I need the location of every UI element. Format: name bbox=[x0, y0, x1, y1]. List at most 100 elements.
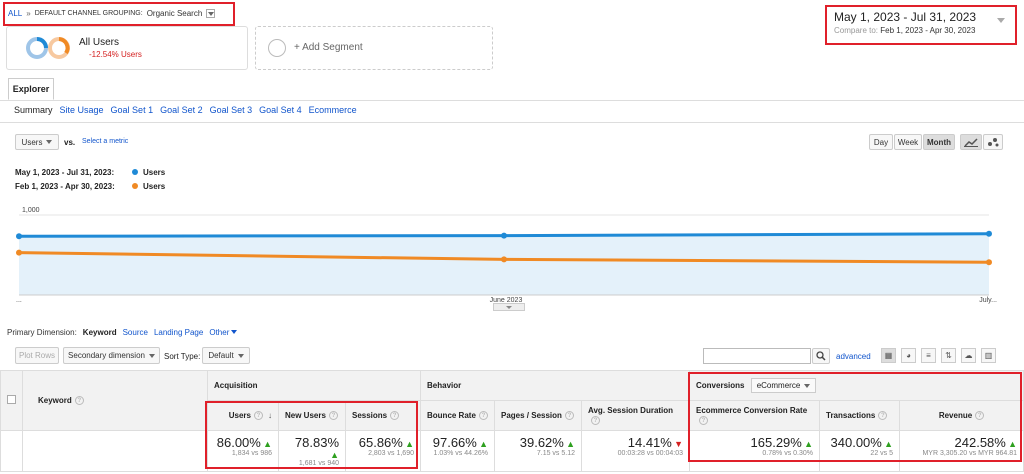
column-header-pages-session[interactable]: Pages / Session? bbox=[494, 400, 582, 431]
cloud-icon: ☁ bbox=[964, 351, 973, 360]
subtab-summary[interactable]: Summary bbox=[14, 105, 53, 115]
sort-arrow-icon: ↓ bbox=[268, 410, 272, 420]
advanced-filter-link[interactable]: advanced bbox=[836, 352, 871, 361]
chevron-down-icon bbox=[237, 353, 244, 358]
metric-cell-revenue: 242.58% ▲ MYR 3,305.20 vs MYR 964.81 bbox=[899, 430, 1024, 472]
bars-icon: ≡ bbox=[926, 351, 931, 360]
search-button[interactable] bbox=[812, 348, 830, 364]
conversions-select[interactable]: eCommerce bbox=[750, 378, 817, 393]
chevron-down-icon bbox=[804, 384, 811, 388]
pages-session-compare: 7.15 vs 5.12 bbox=[536, 450, 575, 457]
column-header-bounce-rate[interactable]: Bounce Rate? bbox=[420, 400, 495, 431]
subtab-goal-set-4[interactable]: Goal Set 4 bbox=[259, 105, 302, 115]
bounce-rate-compare: 1.03% vs 44.26% bbox=[433, 450, 488, 457]
dimension-other[interactable]: Other bbox=[209, 328, 230, 337]
column-header-ecommerce-conversion-rate[interactable]: Ecommerce Conversion Rate? bbox=[689, 400, 820, 431]
series-area-current bbox=[19, 233, 989, 295]
add-segment-button[interactable]: + Add Segment bbox=[255, 26, 493, 70]
subtab-goal-set-1[interactable]: Goal Set 1 bbox=[110, 105, 154, 115]
breadcrumb-all-link[interactable]: ALL bbox=[8, 9, 23, 18]
secondary-dimension-select[interactable]: Secondary dimension bbox=[63, 347, 160, 364]
subtab-goal-set-3[interactable]: Goal Set 3 bbox=[209, 105, 253, 115]
chart-collapse-handle[interactable] bbox=[493, 303, 525, 311]
bounce-rate-change: 97.66% bbox=[432, 435, 477, 450]
subtab-ecommerce[interactable]: Ecommerce bbox=[308, 105, 357, 115]
subtab-goal-set-2[interactable]: Goal Set 2 bbox=[160, 105, 203, 115]
motion-chart-button[interactable] bbox=[983, 134, 1003, 150]
users-line-chart: 1,000500...June 2023July... bbox=[16, 207, 997, 304]
performance-view-button[interactable]: ≡ bbox=[921, 348, 936, 363]
breadcrumb-grouping: DEFAULT CHANNEL GROUPING: bbox=[34, 10, 143, 17]
legend-series-current: Users bbox=[143, 168, 166, 177]
granularity-week-button[interactable]: Week bbox=[894, 134, 922, 150]
sessions-change: 65.86% bbox=[358, 435, 403, 450]
legend-item-current: May 1, 2023 - Jul 31, 2023: Users bbox=[15, 166, 165, 180]
granularity-day-button[interactable]: Day bbox=[869, 134, 893, 150]
collapse-chevron-icon bbox=[506, 306, 512, 309]
data-point bbox=[16, 249, 22, 256]
segment-card[interactable]: All Users -12.54% Users bbox=[6, 26, 248, 70]
dimension-keyword[interactable]: Keyword bbox=[82, 328, 117, 337]
up-arrow-icon: ▲ bbox=[804, 439, 813, 449]
metric-select[interactable]: Users bbox=[15, 134, 59, 150]
add-segment-circle-icon bbox=[268, 39, 286, 57]
data-point bbox=[501, 256, 507, 263]
data-point bbox=[986, 259, 992, 266]
metric-cell-transactions: 340.00% ▲ 22 vs 5 bbox=[819, 430, 900, 472]
table-view-button[interactable]: ▦ bbox=[881, 348, 896, 363]
column-header-sessions[interactable]: Sessions? bbox=[345, 400, 421, 431]
metric-cell-new-users: 78.83% ▲ 1,681 vs 940 bbox=[278, 430, 346, 472]
metric-cell-pages-session: 39.62% ▲ 7.15 vs 5.12 bbox=[494, 430, 582, 472]
new-users-compare: 1,681 vs 940 bbox=[298, 460, 339, 467]
tab-divider bbox=[0, 100, 1024, 101]
dimension-source[interactable]: Source bbox=[122, 328, 148, 337]
metric-select-value: Users bbox=[21, 137, 43, 147]
column-header-users[interactable]: Users? ↓ bbox=[207, 400, 279, 431]
column-label-ecommerce-conversion-rate: Ecommerce Conversion Rate bbox=[696, 406, 808, 416]
pivot-view-button[interactable]: ▥ bbox=[981, 348, 996, 363]
plot-rows-button[interactable]: Plot Rows bbox=[15, 347, 59, 364]
compare-range: Feb 1, 2023 - Apr 30, 2023 bbox=[880, 26, 976, 35]
column-label-transactions: Transactions bbox=[826, 410, 876, 420]
other-chevron-icon bbox=[231, 330, 238, 334]
term-cloud-button[interactable]: ☁ bbox=[961, 348, 976, 363]
help-icon: ? bbox=[390, 411, 400, 421]
table-search-input[interactable] bbox=[703, 348, 811, 364]
column-header-revenue[interactable]: Revenue? bbox=[899, 400, 1024, 431]
acquisition-metrics-highlight bbox=[205, 401, 418, 469]
conversions-label: Conversions bbox=[696, 381, 745, 390]
line-chart-button[interactable] bbox=[960, 134, 982, 150]
subtab-site-usage[interactable]: Site Usage bbox=[59, 105, 104, 115]
keyword-header[interactable]: Keyword? bbox=[22, 370, 208, 431]
legend-dot-blue bbox=[132, 169, 138, 175]
breadcrumb-dropdown-icon[interactable] bbox=[206, 9, 216, 18]
date-range-picker[interactable]: May 1, 2023 - Jul 31, 2023 Compare to: F… bbox=[834, 10, 1014, 35]
sort-type-select[interactable]: Default bbox=[202, 347, 250, 364]
help-icon: ? bbox=[878, 411, 888, 421]
metric-cell-sessions: 65.86% ▲ 2,803 vs 1,690 bbox=[345, 430, 421, 472]
chevron-down-icon bbox=[148, 353, 155, 358]
legend-range-compare: Feb 1, 2023 - Apr 30, 2023: bbox=[15, 182, 115, 191]
segment-name: All Users bbox=[79, 37, 120, 48]
pie-icon: ◕ bbox=[906, 351, 911, 360]
behavior-group-header: Behavior bbox=[420, 370, 690, 401]
data-point bbox=[501, 232, 507, 239]
pie-view-button[interactable]: ◕ bbox=[901, 348, 916, 363]
select-all-checkbox[interactable] bbox=[7, 395, 16, 404]
transactions-change: 340.00% bbox=[830, 435, 882, 450]
conversions-metrics-highlight bbox=[688, 372, 1022, 462]
dimension-landing-page[interactable]: Landing Page bbox=[153, 328, 204, 337]
conversions-select-value: eCommerce bbox=[756, 381, 801, 390]
column-header-avg-session-duration[interactable]: Avg. Session Duration? bbox=[581, 400, 690, 431]
granularity-month-button[interactable]: Month bbox=[923, 134, 955, 150]
grid-icon: ▦ bbox=[884, 351, 893, 360]
up-arrow-icon: ▲ bbox=[884, 439, 893, 449]
tab-explorer[interactable]: Explorer bbox=[8, 78, 54, 100]
x-tick-label: July... bbox=[979, 297, 997, 304]
select-metric-link[interactable]: Select a metric bbox=[82, 138, 129, 145]
legend-item-compare: Feb 1, 2023 - Apr 30, 2023: Users bbox=[15, 180, 165, 194]
help-icon: ? bbox=[975, 411, 985, 421]
primary-dimension-bar: Primary Dimension: Keyword Source Landin… bbox=[7, 328, 238, 337]
comparison-view-button[interactable]: ⇅ bbox=[941, 348, 956, 363]
date-range-dropdown-icon[interactable] bbox=[997, 18, 1005, 23]
